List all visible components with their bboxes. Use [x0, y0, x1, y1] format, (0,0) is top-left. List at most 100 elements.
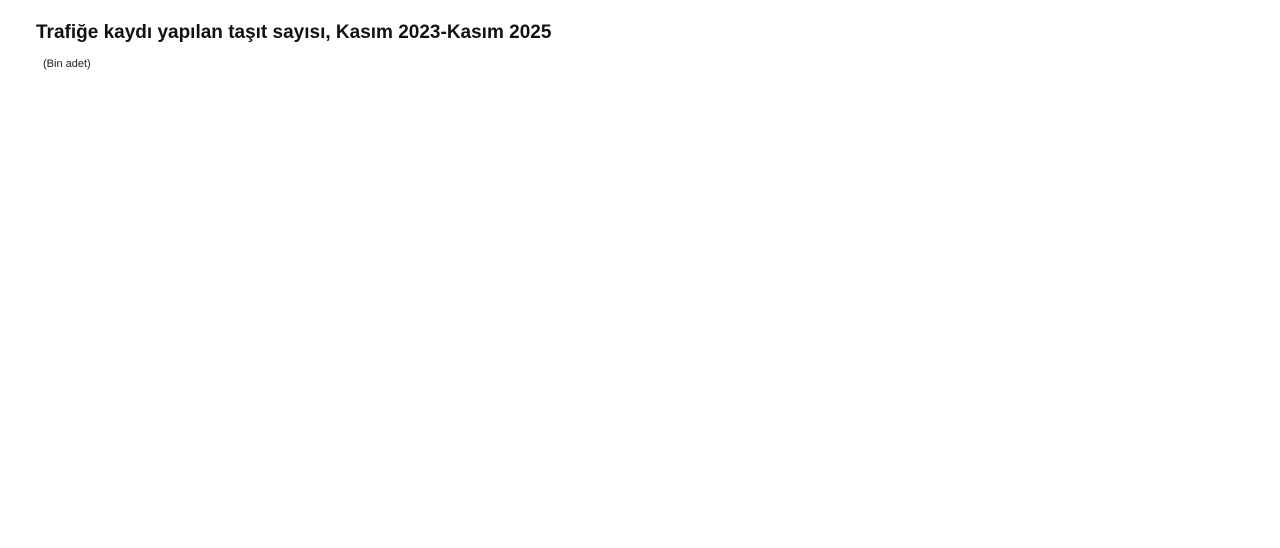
bar-segment-otobüs — [129, 210, 160, 211]
legend-label: Otomobil — [267, 504, 311, 516]
bar-segment-traktör — [867, 226, 898, 232]
bar-segment-otobüs — [1097, 213, 1128, 215]
bar-segment-traktör — [774, 291, 805, 295]
bar-segment-kamyon — [175, 196, 206, 201]
legend-swatch — [258, 505, 265, 512]
legend-label: Özel amaçlı — [972, 504, 1030, 516]
bar-segment-kamyonet — [682, 292, 713, 316]
bar-segment-traktör — [83, 235, 114, 245]
bar-segment-özel-amaçlı — [636, 222, 667, 224]
bar-segment-motosiklet — [774, 294, 805, 349]
bar-segment-otomobil — [267, 340, 298, 443]
bar-segment-özel-amaçlı — [913, 198, 944, 199]
bar-segment-motosiklet — [498, 209, 529, 347]
bar-segment-kamyon — [913, 201, 944, 204]
bar-segment-otobüs — [405, 211, 436, 212]
data-label: 182 — [89, 208, 107, 220]
bar-segment-minibüs — [359, 173, 390, 175]
bar-segment-motosiklet — [1189, 238, 1220, 305]
bar-segment-minibüs — [913, 198, 944, 202]
bar-segment-otomobil — [867, 348, 898, 443]
bar-segment-motosiklet — [544, 209, 575, 351]
bar-segment-özel-amaçlı — [590, 199, 621, 200]
bar-segment-kamyonet — [867, 328, 898, 349]
data-label: 178 — [1150, 212, 1168, 224]
bar-segment-minibüs — [405, 211, 436, 214]
bar-segment-kamyon — [405, 213, 436, 216]
bar-segment-motosiklet — [959, 234, 990, 342]
bar-segment-motosiklet — [405, 222, 436, 341]
bar-segment-özel-amaçlı — [544, 195, 575, 197]
bar-segment-özel-amaçlı — [1143, 235, 1174, 236]
bar-segment-otomobil — [1143, 341, 1174, 443]
x-tick-label: 06 — [968, 453, 980, 465]
legend-swatch — [963, 505, 970, 512]
bar-segment-otobüs — [1051, 192, 1082, 194]
bar-segment-kamyon — [867, 223, 898, 226]
bar-segment-minibüs — [728, 251, 759, 254]
y-tick-label: 300 — [45, 88, 63, 100]
bar-segment-minibüs — [590, 200, 621, 204]
bar-segment-traktör — [590, 206, 621, 214]
bar-segment-otomobil — [590, 355, 621, 443]
bar-segment-özel-amaçlı — [452, 121, 483, 122]
bar-segment-kamyon — [498, 200, 529, 203]
x-tick-label: 06 — [415, 453, 427, 465]
legend-swatch — [580, 505, 587, 512]
bar-segment-kamyon — [1189, 231, 1220, 235]
bar-segment-minibüs — [175, 195, 206, 197]
year-label: 2024 — [432, 475, 456, 487]
legend-swatch — [473, 505, 480, 512]
bar-segment-motosiklet — [590, 213, 621, 337]
data-label: 189 — [642, 200, 660, 212]
bar-segment-minibüs — [774, 286, 805, 289]
bar-segment-minibüs — [544, 196, 575, 200]
bar-segment-otobüs — [359, 172, 390, 174]
bar-segment-özel-amaçlı — [313, 213, 344, 214]
x-tick-label: 08 — [507, 453, 519, 465]
bar-segment-kamyon — [1005, 145, 1036, 148]
bar-segment-traktör — [1005, 147, 1036, 153]
bar-segment-özel-amaçlı — [728, 250, 759, 252]
bar-segment-traktör — [728, 256, 759, 261]
bar-segment-otomobil — [83, 342, 114, 443]
bar-segment-motosiklet — [175, 209, 206, 280]
bar-segment-kamyon — [636, 226, 667, 230]
y-tick-label: 100 — [45, 321, 63, 333]
bar-segment-traktör — [1097, 220, 1128, 226]
bar-segment-kamyonet — [83, 324, 114, 343]
bar-segment-kamyon — [774, 289, 805, 292]
bar-segment-kamyonet — [1051, 312, 1082, 333]
bar-segment-motosiklet — [359, 187, 390, 320]
bar-segment-otobüs — [820, 217, 851, 218]
bar-segment-kamyon — [1051, 194, 1082, 197]
bar-segment-kamyon — [267, 181, 298, 187]
bar-segment-otobüs — [728, 250, 759, 252]
x-tick-label: 09 — [553, 453, 565, 465]
bar-segment-traktör — [359, 178, 390, 188]
legend-swatch — [874, 505, 881, 512]
bar-segment-otobüs — [682, 164, 713, 166]
x-tick-label: 07 — [461, 453, 473, 465]
x-tick-label: 05 — [922, 453, 934, 465]
bar-segment-otobüs — [452, 121, 483, 122]
bar-segment-minibüs — [636, 223, 667, 226]
bar-segment-traktör — [544, 201, 575, 210]
bar-segment-traktör — [498, 202, 529, 210]
x-tick-label: 05 — [369, 453, 381, 465]
bar-segment-otobüs — [913, 198, 944, 199]
bar-segment-motosiklet — [313, 227, 344, 354]
bar-segment-motosiklet — [129, 226, 160, 317]
bar-segment-otobüs — [175, 194, 206, 196]
bar-segment-kamyonet — [544, 350, 575, 370]
bar-segment-motosiklet — [1097, 226, 1128, 329]
bar-segment-minibüs — [820, 217, 851, 219]
bar-segment-kamyon — [1143, 237, 1174, 240]
bar-segment-motosiklet — [636, 235, 667, 322]
chart-title: Trafiğe kaydı yapılan taşıt sayısı, Kası… — [36, 22, 552, 43]
year-label: 2023 — [109, 475, 133, 487]
legend-label: Traktör — [589, 504, 624, 516]
bar-segment-kamyon — [590, 203, 621, 207]
bar-segment-traktör — [313, 217, 344, 228]
x-tick-label: 12 — [691, 453, 703, 465]
